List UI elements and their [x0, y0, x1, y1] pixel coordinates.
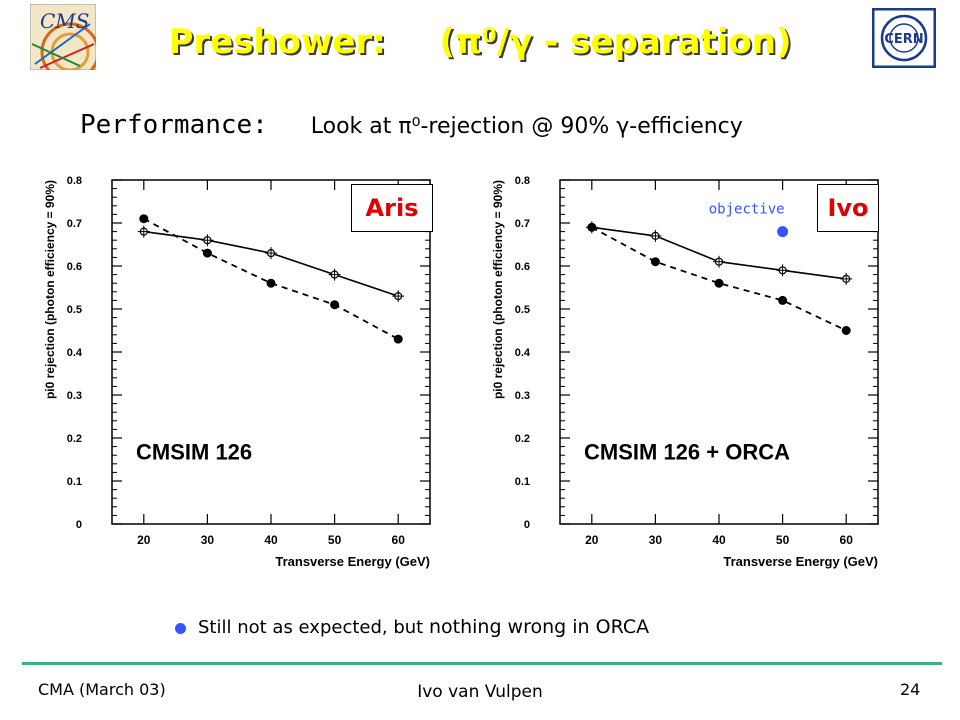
x-tick-label: 30 [649, 533, 663, 547]
y-tick-label: 0.2 [67, 433, 82, 445]
x-axis-label: Transverse Energy (GeV) [275, 554, 430, 569]
performance-line: Performance: Look at π⁰-rejection @ 90% … [80, 110, 743, 140]
data-point-open [201, 234, 214, 247]
cms-logo-text: CMS [40, 9, 89, 33]
y-tick-label: 0.4 [515, 347, 531, 359]
data-point-filled [266, 278, 276, 288]
slide-title: Preshower: (π⁰/γ - separation) [0, 22, 960, 62]
data-point-filled [650, 257, 660, 267]
x-axis-label: Transverse Energy (GeV) [723, 554, 878, 569]
cms-logo: CMS [29, 3, 100, 82]
x-tick-label: 20 [585, 533, 599, 547]
footer-left: CMA (March 03) [38, 680, 166, 699]
x-tick-label: 30 [201, 533, 215, 547]
y-tick-label: 0.5 [67, 304, 82, 316]
data-point-filled [393, 334, 403, 344]
cern-logo-text: CERN [884, 32, 923, 47]
data-point-filled [139, 214, 149, 224]
y-tick-label: 0.3 [515, 390, 530, 402]
chart-ivo: 0 0.1 0.2 0.3 0.4 0.5 0.6 0.7 0.8 20 30 40 50 60 Trans… [488, 168, 898, 578]
data-point-open [840, 272, 853, 285]
data-point-open [328, 268, 341, 281]
footer-author: Ivo van Vulpen [417, 682, 543, 702]
x-tick-label: 50 [328, 533, 342, 547]
bullet-text-a: Still not as expected, but [198, 617, 429, 638]
data-point-filled [714, 278, 724, 288]
plot-annotation: CMSIM 126 + ORCA [584, 440, 790, 465]
performance-text: Look at π⁰-rejection @ 90% γ-efficiency [310, 114, 743, 139]
x-tick-label: 50 [776, 533, 790, 547]
footer-page-number: 24 [900, 680, 921, 699]
data-point-filled [330, 300, 340, 310]
bullet-text-b: nothing wrong in ORCA [428, 616, 650, 638]
y-tick-label: 0.8 [67, 175, 82, 187]
chart-svg: 0 0.1 0.2 0.3 0.4 0.5 0.6 0.7 0.8 20 30 40 50 60 Trans… [491, 175, 879, 569]
plot-annotation: CMSIM 126 [136, 440, 252, 465]
y-tick-label: 0.7 [67, 218, 82, 230]
series-line-dashed [143, 217, 399, 340]
y-tick-label: 0.5 [515, 304, 530, 316]
plot-frame [559, 179, 879, 525]
title-prefix: Preshower: [168, 22, 386, 62]
chart-svg: 0 0.1 0.2 0.3 0.4 0.5 0.6 0.7 0.8 20 30 40 50 60 Trans… [43, 175, 431, 569]
cern-logo: CERN [871, 7, 937, 69]
y-tick-label: 0.1 [67, 476, 82, 488]
data-point-open [776, 264, 789, 277]
objective-label: objective [709, 202, 785, 218]
plot-frame [111, 179, 431, 525]
y-tick-label: 0.6 [515, 261, 530, 273]
y-axis-label: pi0 rejection (photon efficiency = 90%) [491, 180, 505, 399]
footer-rule [22, 662, 942, 665]
method-label-aris: Aris [351, 184, 433, 232]
data-point-open [137, 225, 150, 238]
title-rest: (π⁰/γ - separation) [439, 22, 792, 62]
data-point-filled [778, 295, 788, 305]
data-point-open [265, 247, 277, 260]
series-line-dashed [591, 226, 847, 332]
y-tick-label: 0.8 [515, 175, 530, 187]
bullet-row: Still not as expected, but nothing wrong… [175, 616, 649, 638]
x-tick-label: 60 [392, 533, 406, 547]
y-axis-label: pi0 rejection (photon efficiency = 90%) [43, 180, 57, 399]
method-label-ivo: Ivo [817, 184, 879, 232]
data-point-open [649, 229, 662, 242]
bullet-dot-icon [175, 622, 186, 634]
y-tick-label: 0.4 [67, 347, 83, 359]
y-tick-label: 0.7 [515, 218, 530, 230]
x-tick-label: 20 [137, 533, 151, 547]
data-point-filled [587, 222, 597, 232]
y-tick-label: 0.1 [515, 476, 530, 488]
data-point-open [392, 290, 405, 303]
data-point-filled [841, 326, 851, 335]
y-tick-label: 0.2 [515, 433, 530, 445]
data-point-filled [202, 248, 212, 258]
data-point-open [713, 255, 725, 268]
x-tick-label: 40 [264, 533, 278, 547]
y-tick-label: 0.3 [67, 390, 82, 402]
x-tick-label: 60 [840, 533, 854, 547]
y-tick-label: 0.6 [67, 261, 82, 273]
y-tick-label: 0 [76, 519, 82, 531]
y-tick-label: 0 [524, 519, 530, 531]
x-tick-label: 40 [712, 533, 726, 547]
chart-aris: 0 0.1 0.2 0.3 0.4 0.5 0.6 0.7 0.8 20 30 40 50 60 Trans… [40, 168, 450, 578]
performance-label: Performance: [80, 110, 268, 140]
objective-point [777, 226, 789, 238]
